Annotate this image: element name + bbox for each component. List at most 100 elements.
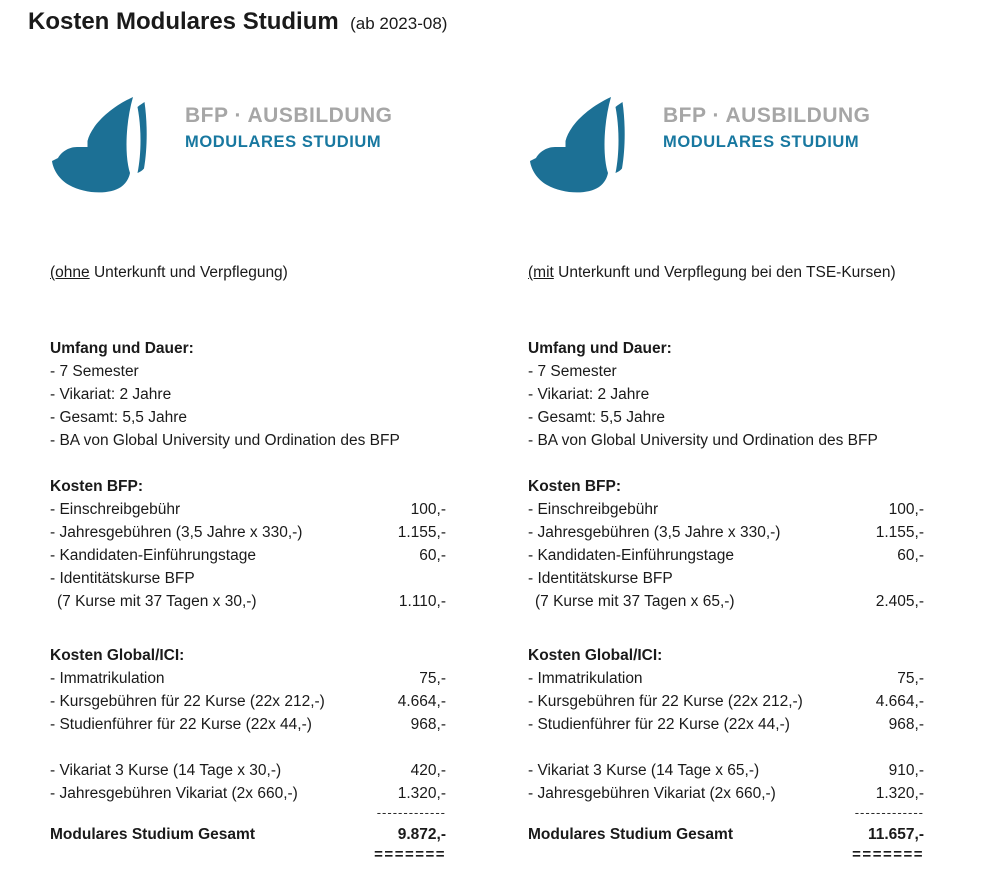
cost-row: - Jahresgebühren (3,5 Jahre x 330,-) 1.15… [528,521,924,544]
section-heading: Kosten BFP: [528,478,621,495]
cost-row: - Vikariat 3 Kurse (14 Tage x 30,-) 420,- [50,759,446,782]
list-item: - Vikariat: 2 Jahre [528,386,650,403]
cost-row: - Jahresgebühren (3,5 Jahre x 330,-) 1.15… [50,521,446,544]
list-item: - 7 Semester [50,363,139,380]
cost-row: - Immatrikulation 75,- [50,667,446,690]
sum-separator: ------------- [376,805,446,820]
total-label: Modulares Studium Gesamt [528,826,733,843]
list-item: - Vikariat: 2 Jahre [50,386,172,403]
logo-subbrand: MODULARES STUDIUM [663,133,860,151]
dove-icon [530,97,625,193]
section-heading: Umfang und Dauer: [50,340,194,357]
cost-label: - Vikariat 3 Kurse (14 Tage x 30,-) [50,762,282,779]
cost-row: (7 Kurse mit 37 Tagen x 65,-) 2.405,- [528,590,924,613]
cost-row: - Einschreibgebühr 100,- [50,498,446,521]
total-label: Modulares Studium Gesamt [50,826,255,843]
cost-row: - Jahresgebühren Vikariat (2x 660,-) 1.32… [50,782,446,805]
cost-row: - Kursgebühren für 22 Kurse (22x 212,-) 4… [528,690,924,713]
cost-label: (7 Kurse mit 37 Tagen x 65,-) [535,593,735,610]
cost-label: - Einschreibgebühr [528,501,659,518]
cost-amount: 1.320,- [875,785,924,802]
cost-amount: 1.155,- [875,524,924,541]
cost-label: - Kursgebühren für 22 Kurse (22x 212,-) [50,693,325,710]
cost-label: (7 Kurse mit 37 Tagen x 30,-) [57,593,257,610]
column-mit: BFP · AUSBILDUNG MODULARES STUDIUM (mit … [528,95,970,864]
cost-label: - Jahresgebühren Vikariat (2x 660,-) [50,785,298,802]
cost-label: - Jahresgebühren (3,5 Jahre x 330,-) [50,524,303,541]
section-heading: Kosten Global/ICI: [50,647,185,664]
bfp-logo: BFP · AUSBILDUNG MODULARES STUDIUM [50,95,492,195]
cost-amount: 4.664,- [397,693,446,710]
page-title-date: (ab 2023-08) [350,14,448,33]
section-kosten-global: Kosten Global/ICI: - Immatrikulation 75,-… [528,644,970,736]
column-subtitle: (ohne Unterkunft und Verpflegung) [50,261,492,284]
logo-brand: BFP · AUSBILDUNG [185,104,393,127]
cost-amount: 60,- [419,547,446,564]
subtitle-underlined: (ohne [50,264,90,281]
cost-label: - Studienführer für 22 Kurse (22x 44,-) [50,716,312,733]
cost-row: - Kandidaten-Einführungstage 60,- [50,544,446,567]
section-vikariat: - Vikariat 3 Kurse (14 Tage x 65,-) 910,-… [528,759,970,805]
logo-brand: BFP · AUSBILDUNG [663,104,871,127]
total-underline: ======= [374,846,446,863]
two-column-layout: BFP · AUSBILDUNG MODULARES STUDIUM (ohne… [50,95,970,864]
bfp-logo: BFP · AUSBILDUNG MODULARES STUDIUM [528,95,970,195]
cost-label: - Jahresgebühren Vikariat (2x 660,-) [528,785,776,802]
subtitle-rest: Unterkunft und Verpflegung bei den TSE-K… [553,264,896,281]
cost-label: - Identitätskurse BFP [528,570,673,587]
cost-label: - Kandidaten-Einführungstage [50,547,256,564]
cost-amount: 75,- [897,670,924,687]
dove-icon [52,97,147,193]
cost-amount: 968,- [410,716,446,733]
cost-amount: 910,- [888,762,924,779]
section-heading: Kosten BFP: [50,478,143,495]
cost-amount: 60,- [897,547,924,564]
list-item: - Gesamt: 5,5 Jahre [50,409,187,426]
cost-amount: 100,- [888,501,924,518]
cost-row: - Einschreibgebühr 100,- [528,498,924,521]
cost-amount: 100,- [410,501,446,518]
section-umfang: Umfang und Dauer: - 7 Semester - Vikaria… [50,337,492,452]
total-amount: 9.872,- [397,826,446,843]
logo-subbrand: MODULARES STUDIUM [185,133,382,151]
section-kosten-bfp: Kosten BFP: - Einschreibgebühr 100,- - Ja… [528,475,970,613]
section-heading: Umfang und Dauer: [528,340,672,357]
cost-amount: 1.110,- [398,593,446,610]
cost-label: - Jahresgebühren (3,5 Jahre x 330,-) [528,524,781,541]
cost-amount: 4.664,- [875,693,924,710]
section-umfang: Umfang und Dauer: - 7 Semester - Vikaria… [528,337,970,452]
cost-row: - Identitätskurse BFP [528,567,924,590]
cost-amount: 420,- [410,762,446,779]
cost-row: - Immatrikulation 75,- [528,667,924,690]
cost-amount: 75,- [419,670,446,687]
section-kosten-global: Kosten Global/ICI: - Immatrikulation 75,-… [50,644,492,736]
cost-row: - Jahresgebühren Vikariat (2x 660,-) 1.32… [528,782,924,805]
list-item: - BA von Global University und Ordinatio… [528,432,878,449]
column-subtitle: (mit Unterkunft und Verpflegung bei den … [528,261,970,284]
list-item: - Gesamt: 5,5 Jahre [528,409,665,426]
cost-row: - Studienführer für 22 Kurse (22x 44,-) 9… [528,713,924,736]
logo-text: BFP · AUSBILDUNG MODULARES STUDIUM [185,104,393,152]
section-vikariat: - Vikariat 3 Kurse (14 Tage x 30,-) 420,-… [50,759,492,805]
cost-row: - Vikariat 3 Kurse (14 Tage x 65,-) 910,- [528,759,924,782]
cost-label: - Identitätskurse BFP [50,570,195,587]
page-title: Kosten Modulares Studium (ab 2023-08) [28,8,447,36]
cost-label: - Einschreibgebühr [50,501,181,518]
cost-label: - Kandidaten-Einführungstage [528,547,734,564]
logo-text: BFP · AUSBILDUNG MODULARES STUDIUM [663,104,871,152]
section-kosten-bfp: Kosten BFP: - Einschreibgebühr 100,- - Ja… [50,475,492,613]
cost-amount: 968,- [888,716,924,733]
subtitle-rest: Unterkunft und Verpflegung) [89,264,288,281]
sum-separator: ------------- [854,805,924,820]
section-heading: Kosten Global/ICI: [528,647,663,664]
cost-row: - Kursgebühren für 22 Kurse (22x 212,-) 4… [50,690,446,713]
subtitle-underlined: (mit [528,264,554,281]
cost-row: - Identitätskurse BFP [50,567,446,590]
cost-row: (7 Kurse mit 37 Tagen x 30,-) 1.110,- [50,590,446,613]
total-row: Modulares Studium Gesamt 9.872,- [50,823,446,846]
cost-label: - Vikariat 3 Kurse (14 Tage x 65,-) [528,762,760,779]
cost-amount: 2.405,- [875,593,924,610]
cost-label: - Immatrikulation [528,670,643,687]
page-title-text: Kosten Modulares Studium [28,8,339,35]
